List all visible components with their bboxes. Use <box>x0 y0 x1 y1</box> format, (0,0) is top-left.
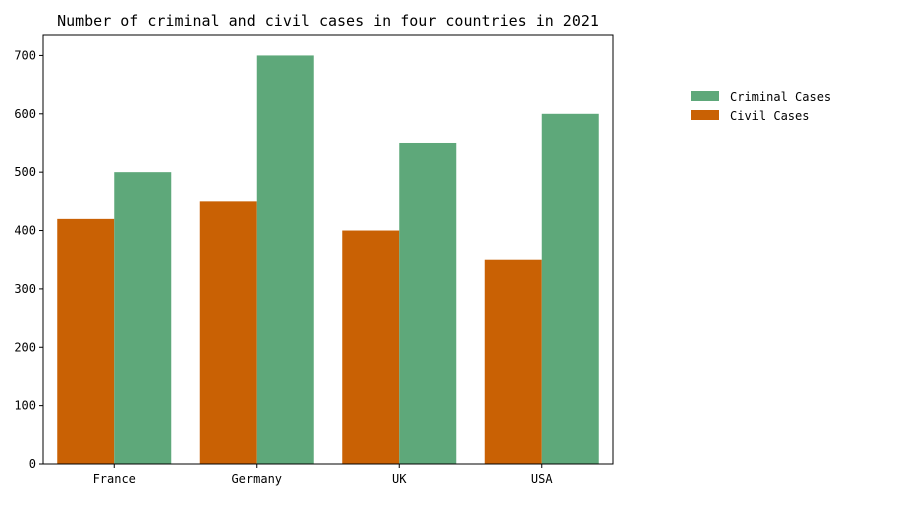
axes-group: France Germany UK USA 0 100 200 300 400 500 600 700 <box>14 34 614 486</box>
bars-group <box>57 55 599 465</box>
legend-swatch-civil-cases <box>691 110 719 120</box>
y-tick-label: 500 <box>14 165 36 179</box>
bar-uk-civil-cases <box>342 230 400 464</box>
x-tick-label: Germany <box>231 472 282 486</box>
legend: Criminal Cases Civil Cases <box>691 90 831 123</box>
x-tick-label: UK <box>392 472 407 486</box>
x-tick-label: USA <box>531 472 553 486</box>
y-tick-label: 700 <box>14 48 36 62</box>
y-tick-label: 200 <box>14 340 36 354</box>
legend-label-criminal-cases: Criminal Cases <box>730 90 831 104</box>
bar-germany-criminal-cases <box>256 55 314 465</box>
y-tick-label: 100 <box>14 399 36 413</box>
legend-swatch-criminal-cases <box>691 91 719 101</box>
plot-frame <box>42 34 614 465</box>
y-tick-label: 300 <box>14 282 36 296</box>
bar-france-civil-cases <box>57 218 115 464</box>
y-tick-label: 600 <box>14 107 36 121</box>
legend-label-civil-cases: Civil Cases <box>730 109 809 123</box>
bar-uk-criminal-cases <box>399 142 457 465</box>
bar-usa-civil-cases <box>484 259 542 464</box>
y-tick-label: 400 <box>14 224 36 238</box>
y-tick-label: 0 <box>29 457 36 471</box>
chart-title: Number of criminal and civil cases in fo… <box>57 12 599 30</box>
bar-germany-civil-cases <box>199 201 257 464</box>
bar-usa-criminal-cases <box>541 113 599 465</box>
x-tick-label: France <box>93 472 136 486</box>
bar-france-criminal-cases <box>114 172 172 464</box>
